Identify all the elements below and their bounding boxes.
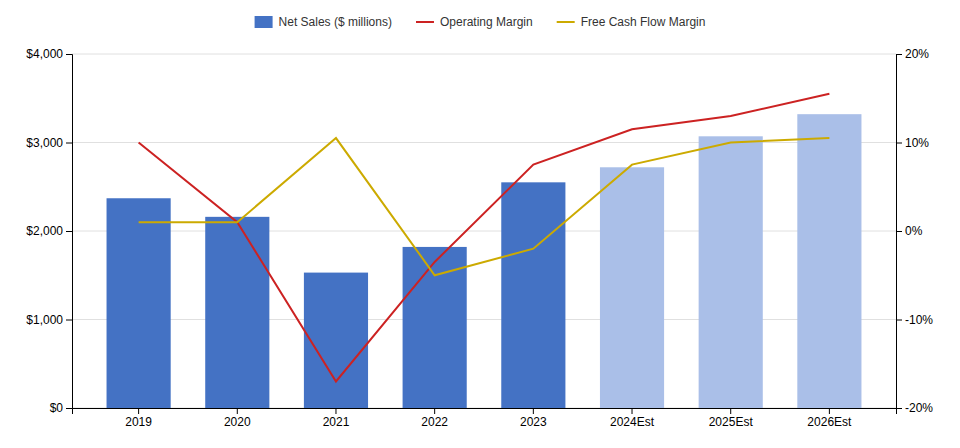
axis-line bbox=[897, 55, 903, 409]
legend-label: Net Sales ($ millions) bbox=[279, 15, 392, 29]
legend-item: Operating Margin bbox=[416, 15, 533, 29]
chart-container: $0 $1,000 $2,000 $3,000 $4,000 -20% -10% 0% 10% 2… bbox=[0, 0, 960, 448]
tick-label: 2019 bbox=[125, 415, 152, 429]
tick: 2021 bbox=[323, 408, 350, 429]
tick: 2025Est bbox=[709, 408, 754, 429]
tick: 2019 bbox=[125, 408, 152, 429]
tick: 2023 bbox=[520, 408, 547, 429]
tick-label: 2022 bbox=[421, 415, 448, 429]
tick-label: 2023 bbox=[520, 415, 547, 429]
tick: -10% bbox=[896, 313, 933, 327]
line bbox=[139, 94, 830, 382]
bar bbox=[304, 273, 368, 408]
grid-line bbox=[72, 54, 896, 55]
legend-swatch bbox=[557, 21, 575, 23]
tick-mark bbox=[434, 408, 435, 414]
line bbox=[139, 138, 830, 275]
legend-item: Free Cash Flow Margin bbox=[557, 15, 706, 29]
marks bbox=[107, 94, 862, 408]
tick: $4,000 bbox=[26, 47, 72, 61]
tick: $3,000 bbox=[26, 136, 72, 150]
legend-swatch bbox=[416, 21, 434, 23]
plot-area: $0 $1,000 $2,000 $3,000 $4,000 -20% -10% 0% 10% 2… bbox=[26, 47, 933, 428]
grid-line bbox=[72, 319, 896, 320]
tick-label: 2021 bbox=[323, 415, 350, 429]
bar bbox=[600, 167, 664, 408]
x-axis: 2019 2020 2021 2022 2023 2024Est 2025Est 2026Es… bbox=[73, 408, 897, 429]
legend-label: Operating Margin bbox=[440, 15, 533, 29]
bar bbox=[107, 198, 171, 408]
tick: 2026Est bbox=[807, 408, 852, 429]
tick: 2024Est bbox=[610, 408, 655, 429]
legend-label: Free Cash Flow Margin bbox=[581, 15, 706, 29]
tick-mark bbox=[896, 320, 902, 321]
bar-series bbox=[107, 114, 862, 408]
tick-mark bbox=[66, 54, 72, 55]
legend-swatch bbox=[255, 16, 273, 28]
legend: Net Sales ($ millions) Operating Margin Fr… bbox=[255, 15, 706, 29]
tick-mark bbox=[730, 408, 731, 414]
bar bbox=[403, 247, 467, 408]
tick-mark bbox=[896, 231, 902, 232]
chart-svg: $0 $1,000 $2,000 $3,000 $4,000 -20% -10% 0% 10% 2… bbox=[0, 0, 960, 448]
tick: 10% bbox=[896, 136, 929, 150]
tick-label: 10% bbox=[905, 136, 929, 150]
tick: $1,000 bbox=[26, 313, 72, 327]
legend-item: Net Sales ($ millions) bbox=[255, 15, 392, 29]
tick-mark bbox=[829, 408, 830, 414]
grid-line bbox=[72, 231, 896, 232]
tick-label: 2026Est bbox=[807, 415, 852, 429]
tick-mark bbox=[896, 54, 902, 55]
bar bbox=[501, 182, 565, 408]
tick-label: -10% bbox=[905, 313, 933, 327]
tick-mark bbox=[237, 408, 238, 414]
grid-line bbox=[72, 142, 896, 143]
tick-mark bbox=[66, 143, 72, 144]
bar bbox=[205, 217, 269, 408]
axis-line bbox=[73, 409, 897, 415]
tick-label: $0 bbox=[50, 401, 64, 415]
y2-axis: -20% -10% 0% 10% 20% bbox=[896, 47, 933, 415]
tick-mark bbox=[896, 143, 902, 144]
tick: -20% bbox=[896, 401, 933, 415]
tick-label: $4,000 bbox=[26, 47, 63, 61]
tick-label: 20% bbox=[905, 47, 929, 61]
tick-label: 2024Est bbox=[610, 415, 655, 429]
tick-label: 2025Est bbox=[709, 415, 754, 429]
tick-label: $2,000 bbox=[26, 224, 63, 238]
tick-mark bbox=[66, 320, 72, 321]
y-axis: $0 $1,000 $2,000 $3,000 $4,000 bbox=[26, 47, 72, 415]
grid bbox=[72, 54, 896, 408]
tick-label: $1,000 bbox=[26, 313, 63, 327]
tick-mark bbox=[66, 408, 72, 409]
tick-label: 2020 bbox=[224, 415, 251, 429]
tick-mark bbox=[533, 408, 534, 414]
tick-mark bbox=[138, 408, 139, 414]
bar bbox=[699, 136, 763, 408]
bar bbox=[797, 114, 861, 408]
tick-mark bbox=[632, 408, 633, 414]
tick-label: $3,000 bbox=[26, 136, 63, 150]
tick-mark bbox=[66, 231, 72, 232]
tick: 2022 bbox=[421, 408, 448, 429]
axis-line bbox=[66, 55, 73, 409]
tick: $0 bbox=[50, 401, 72, 415]
tick: $2,000 bbox=[26, 224, 72, 238]
tick-mark bbox=[335, 408, 336, 414]
tick-label: -20% bbox=[905, 401, 933, 415]
tick: 0% bbox=[896, 224, 923, 238]
tick: 2020 bbox=[224, 408, 251, 429]
tick-label: 0% bbox=[905, 224, 923, 238]
tick: 20% bbox=[896, 47, 929, 61]
